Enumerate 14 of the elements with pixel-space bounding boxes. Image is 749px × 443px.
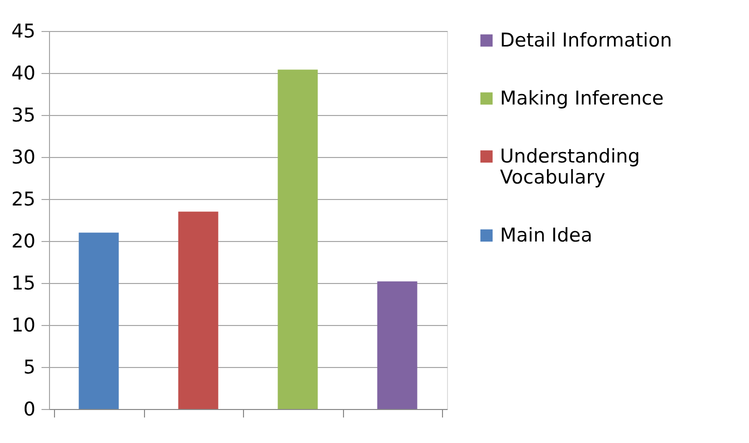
y-tick-label: 0: [23, 398, 36, 420]
y-tick-label: 15: [11, 272, 36, 294]
legend-label: Main Idea: [500, 224, 592, 246]
y-tick-label: 10: [11, 314, 36, 336]
y-tick-label: 20: [11, 230, 36, 252]
y-tick-label: 30: [11, 146, 36, 168]
legend-label: Detail Information: [500, 30, 672, 52]
y-tick-label: 40: [11, 62, 36, 84]
legend-label: Understanding Vocabulary: [500, 146, 640, 188]
legend-label: Making Inference: [500, 88, 664, 110]
y-tick-label: 5: [23, 356, 36, 378]
y-tick-label: 25: [11, 188, 36, 210]
y-tick-label: 35: [11, 104, 36, 126]
y-tick-label: 45: [11, 20, 36, 42]
